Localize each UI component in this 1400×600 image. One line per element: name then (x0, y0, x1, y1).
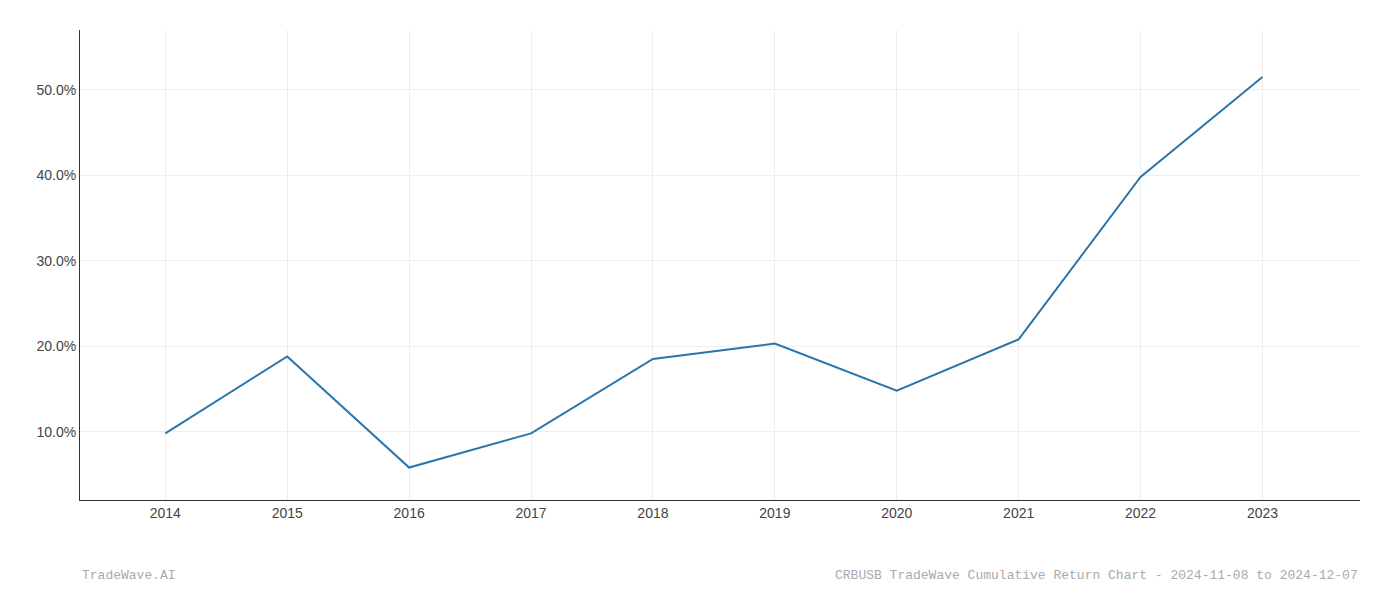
svg-text:2023: 2023 (1247, 505, 1278, 521)
svg-text:2021: 2021 (1003, 505, 1034, 521)
svg-text:2019: 2019 (759, 505, 790, 521)
svg-text:50.0%: 50.0% (36, 82, 76, 98)
svg-text:CRBUSB TradeWave Cumulative Re: CRBUSB TradeWave Cumulative Return Chart… (835, 568, 1358, 583)
svg-text:40.0%: 40.0% (36, 167, 76, 183)
svg-text:2018: 2018 (637, 505, 668, 521)
svg-text:2020: 2020 (881, 505, 912, 521)
svg-text:TradeWave.AI: TradeWave.AI (82, 568, 176, 583)
svg-text:2022: 2022 (1125, 505, 1156, 521)
svg-text:10.0%: 10.0% (36, 424, 76, 440)
svg-text:2016: 2016 (394, 505, 425, 521)
svg-text:20.0%: 20.0% (36, 338, 76, 354)
svg-text:2015: 2015 (272, 505, 303, 521)
svg-text:2014: 2014 (150, 505, 181, 521)
svg-text:2017: 2017 (515, 505, 546, 521)
svg-text:30.0%: 30.0% (36, 253, 76, 269)
